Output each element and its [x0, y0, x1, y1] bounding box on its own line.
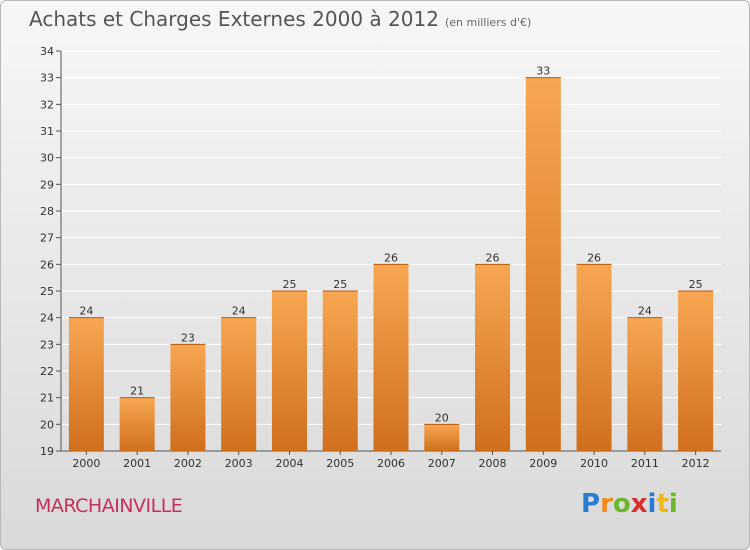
x-tick-label: 2004	[275, 457, 303, 470]
y-tick-label: 33	[40, 72, 54, 85]
x-tick-label: 2007	[428, 457, 456, 470]
x-tick-label: 2003	[225, 457, 253, 470]
bar-value-label: 24	[232, 305, 246, 318]
x-tick-label: 2002	[174, 457, 202, 470]
bar-2001	[119, 397, 155, 451]
x-tick-label: 2000	[72, 457, 100, 470]
bar-value-label: 26	[486, 251, 500, 264]
x-tick-label: 2011	[631, 457, 659, 470]
x-tick-label: 2010	[580, 457, 608, 470]
logo-letter: i	[647, 489, 657, 519]
bar-value-label: 26	[587, 251, 601, 264]
logo-letter: P	[581, 489, 601, 519]
chart-subtitle: (en milliers d'€)	[444, 16, 532, 29]
y-tick-label: 22	[40, 365, 54, 378]
x-tick-label: 2008	[479, 457, 507, 470]
bar-2005	[322, 291, 358, 451]
y-tick-label: 32	[40, 98, 54, 111]
bar-2006	[373, 264, 409, 451]
bar-value-label: 25	[689, 278, 703, 291]
y-tick-label: 30	[40, 152, 54, 165]
x-tick-label: 2001	[123, 457, 151, 470]
y-tick-label: 27	[40, 232, 54, 245]
x-tick-label: 2006	[377, 457, 405, 470]
x-tick-label: 2009	[529, 457, 557, 470]
bar-2000	[68, 317, 104, 451]
logo-letter: x	[630, 489, 648, 519]
y-tick-label: 21	[40, 392, 54, 405]
bar-value-label: 24	[638, 305, 652, 318]
bar-2011	[627, 317, 663, 451]
bar-2007	[424, 424, 460, 451]
bar-value-label: 24	[79, 305, 93, 318]
bar-2002	[170, 344, 206, 451]
commune-name: MARCHAINVILLE	[35, 495, 183, 517]
bar-value-label: 33	[536, 65, 550, 78]
bar-value-label: 25	[333, 278, 347, 291]
bar-value-label: 26	[384, 251, 398, 264]
logo-letter: r	[600, 489, 613, 519]
bar-2009	[525, 77, 561, 452]
y-tick-label: 28	[40, 205, 54, 218]
y-tick-label: 23	[40, 338, 54, 351]
bar-value-label: 25	[282, 278, 296, 291]
logo-letter: o	[612, 489, 631, 519]
bars: 24 21 23 24 25 25 26 20 26 33 26 24 25	[68, 65, 714, 452]
bar-2003	[221, 317, 257, 451]
y-tick-label: 20	[40, 418, 54, 431]
y-tick-label: 31	[40, 125, 54, 138]
y-tick-label: 25	[40, 285, 54, 298]
logo-letter: t	[656, 489, 669, 519]
bar-2004	[271, 291, 307, 451]
bar-value-label: 20	[435, 411, 449, 424]
y-tick-label: 34	[40, 45, 54, 58]
y-tick-label: 29	[40, 178, 54, 191]
chart-title: Achats et Charges Externes 2000 à 2012 (e…	[29, 7, 531, 31]
y-tick-label: 24	[40, 312, 54, 325]
bar-2010	[576, 264, 612, 451]
y-tick-label: 26	[40, 258, 54, 271]
bar-2008	[475, 264, 511, 451]
x-tick-label: 2005	[326, 457, 354, 470]
logo-letter: i	[668, 489, 678, 519]
y-tick-label: 19	[40, 445, 54, 458]
bar-value-label: 23	[181, 331, 195, 344]
bar-2012	[678, 291, 714, 451]
x-tick-label: 2012	[682, 457, 710, 470]
chart-title-text: Achats et Charges Externes 2000 à 2012	[29, 7, 439, 31]
bar-value-label: 21	[130, 385, 144, 398]
proxiti-logo: Proxiti	[581, 489, 678, 519]
